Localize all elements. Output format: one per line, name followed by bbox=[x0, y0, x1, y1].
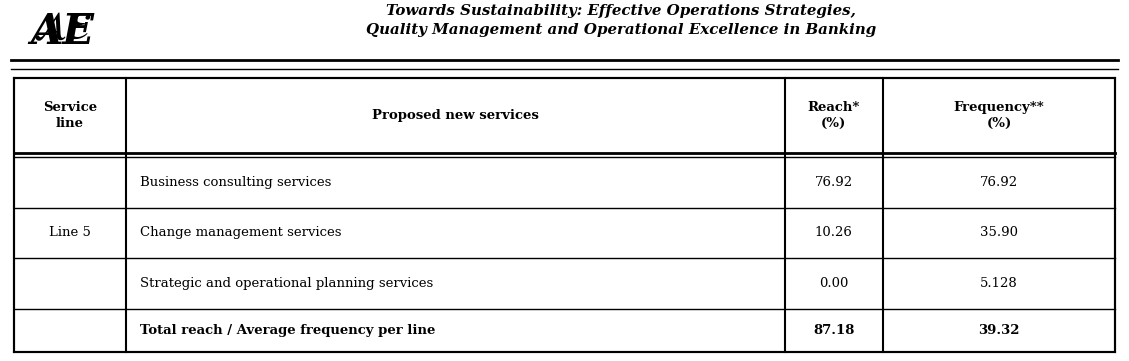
Text: Proposed new services: Proposed new services bbox=[373, 109, 539, 122]
Text: 5.128: 5.128 bbox=[980, 277, 1018, 290]
Text: Change management services: Change management services bbox=[140, 226, 341, 239]
Text: 76.92: 76.92 bbox=[815, 176, 852, 189]
Text: 76.92: 76.92 bbox=[980, 176, 1018, 189]
Text: Reach*
(%): Reach* (%) bbox=[807, 101, 860, 130]
Text: Service
line: Service line bbox=[43, 101, 97, 130]
Text: 39.32: 39.32 bbox=[979, 324, 1019, 337]
Text: Frequency**
(%): Frequency** (%) bbox=[954, 101, 1044, 130]
Text: 0.00: 0.00 bbox=[819, 277, 849, 290]
Text: Towards Sustainability: Effective Operations Strategies,
Quality Management and : Towards Sustainability: Effective Operat… bbox=[366, 4, 876, 36]
Text: AE: AE bbox=[30, 11, 94, 53]
Text: 10.26: 10.26 bbox=[815, 226, 852, 239]
Text: 35.90: 35.90 bbox=[980, 226, 1018, 239]
Bar bbox=[14, 78, 1115, 352]
Text: Business consulting services: Business consulting services bbox=[140, 176, 332, 189]
Text: Strategic and operational planning services: Strategic and operational planning servi… bbox=[140, 277, 434, 290]
Text: Total reach / Average frequency per line: Total reach / Average frequency per line bbox=[140, 324, 436, 337]
Text: 87.18: 87.18 bbox=[813, 324, 855, 337]
Text: Line 5: Line 5 bbox=[49, 226, 91, 239]
Text: $\mathcal{AE}$: $\mathcal{AE}$ bbox=[33, 9, 91, 47]
